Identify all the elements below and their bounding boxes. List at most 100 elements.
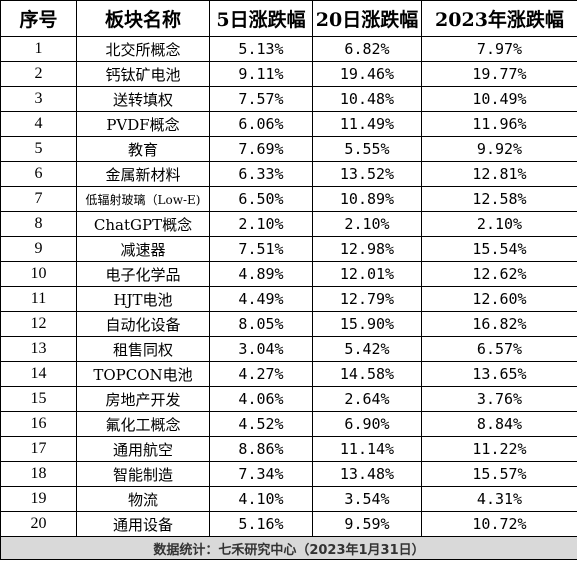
change-2023-cell: 4.31%	[421, 486, 577, 512]
table-body: 1 北交所概念 5.13% 6.82% 7.97% 2 钙钛矿电池 9.11% 19.46% 19…	[0, 36, 577, 537]
change-2023-cell: 12.60%	[421, 286, 577, 312]
table-row: 20 通用设备 5.16% 9.59% 10.72%	[0, 511, 577, 537]
table-row: 1 北交所概念 5.13% 6.82% 7.97%	[0, 36, 577, 62]
change-20day-cell: 14.58%	[312, 361, 422, 387]
change-2023-cell: 13.65%	[421, 361, 577, 387]
row-index-cell: 7	[0, 186, 77, 212]
header-index: 序号	[0, 0, 77, 37]
change-5day-cell: 2.10%	[209, 211, 313, 237]
footer-row: 数据统计：七禾研究中心（2023年1月31日）	[0, 536, 577, 560]
change-2023-cell: 19.77%	[421, 61, 577, 87]
sector-name-cell: 房地产开发	[76, 386, 210, 412]
sector-name-cell: 通用航空	[76, 436, 210, 462]
row-index-cell: 11	[0, 286, 77, 312]
change-20day-cell: 13.52%	[312, 161, 422, 187]
row-index-cell: 14	[0, 361, 77, 387]
sector-name-cell: 电子化学品	[76, 261, 210, 287]
change-20day-cell: 13.48%	[312, 461, 422, 487]
sector-name-cell: 教育	[76, 136, 210, 162]
table-row: 4 PVDF概念 6.06% 11.49% 11.96%	[0, 111, 577, 137]
table-row: 17 通用航空 8.86% 11.14% 11.22%	[0, 436, 577, 462]
row-index-cell: 3	[0, 86, 77, 112]
change-20day-cell: 3.54%	[312, 486, 422, 512]
table-row: 8 ChatGPT概念 2.10% 2.10% 2.10%	[0, 211, 577, 237]
row-index-cell: 4	[0, 111, 77, 137]
row-index-cell: 13	[0, 336, 77, 362]
row-index-cell: 6	[0, 161, 77, 187]
table-row: 9 减速器 7.51% 12.98% 15.54%	[0, 236, 577, 262]
change-20day-cell: 2.10%	[312, 211, 422, 237]
change-20day-cell: 10.48%	[312, 86, 422, 112]
sector-name-cell: ChatGPT概念	[76, 211, 210, 237]
sector-name-cell: 减速器	[76, 236, 210, 262]
row-index-cell: 8	[0, 211, 77, 237]
change-5day-cell: 5.13%	[209, 36, 313, 62]
row-index-cell: 17	[0, 436, 77, 462]
sector-name-cell: 钙钛矿电池	[76, 61, 210, 87]
row-index-cell: 16	[0, 411, 77, 437]
table-row: 19 物流 4.10% 3.54% 4.31%	[0, 486, 577, 512]
sector-name-cell: 智能制造	[76, 461, 210, 487]
row-index-cell: 2	[0, 61, 77, 87]
sector-name-cell: PVDF概念	[76, 111, 210, 137]
change-5day-cell: 4.49%	[209, 286, 313, 312]
row-index-cell: 19	[0, 486, 77, 512]
row-index-cell: 12	[0, 311, 77, 337]
change-2023-cell: 10.72%	[421, 511, 577, 537]
sector-name-cell: 物流	[76, 486, 210, 512]
sector-name-cell: 通用设备	[76, 511, 210, 537]
change-2023-cell: 15.54%	[421, 236, 577, 262]
header-20day-change: 20日涨跌幅	[312, 0, 422, 37]
change-20day-cell: 12.79%	[312, 286, 422, 312]
change-2023-cell: 12.81%	[421, 161, 577, 187]
change-20day-cell: 10.89%	[312, 186, 422, 212]
header-sector-name: 板块名称	[76, 0, 210, 37]
change-5day-cell: 4.27%	[209, 361, 313, 387]
change-2023-cell: 12.58%	[421, 186, 577, 212]
change-20day-cell: 5.42%	[312, 336, 422, 362]
table-row: 6 金属新材料 6.33% 13.52% 12.81%	[0, 161, 577, 187]
change-2023-cell: 15.57%	[421, 461, 577, 487]
table-row: 15 房地产开发 4.06% 2.64% 3.76%	[0, 386, 577, 412]
sector-name-cell: 氟化工概念	[76, 411, 210, 437]
sector-name-cell: 金属新材料	[76, 161, 210, 187]
change-5day-cell: 7.34%	[209, 461, 313, 487]
change-2023-cell: 8.84%	[421, 411, 577, 437]
change-2023-cell: 10.49%	[421, 86, 577, 112]
change-2023-cell: 11.96%	[421, 111, 577, 137]
row-index-cell: 10	[0, 261, 77, 287]
change-2023-cell: 12.62%	[421, 261, 577, 287]
change-20day-cell: 9.59%	[312, 511, 422, 537]
change-5day-cell: 4.06%	[209, 386, 313, 412]
change-2023-cell: 3.76%	[421, 386, 577, 412]
sector-name-cell: TOPCON电池	[76, 361, 210, 387]
change-20day-cell: 19.46%	[312, 61, 422, 87]
change-5day-cell: 4.10%	[209, 486, 313, 512]
change-2023-cell: 11.22%	[421, 436, 577, 462]
change-5day-cell: 6.33%	[209, 161, 313, 187]
table-row: 16 氟化工概念 4.52% 6.90% 8.84%	[0, 411, 577, 437]
sector-name-cell: 低辐射玻璃（Low-E)	[76, 186, 210, 212]
header-5day-change: 5日涨跌幅	[209, 0, 313, 37]
change-20day-cell: 2.64%	[312, 386, 422, 412]
sector-name-cell: 北交所概念	[76, 36, 210, 62]
table-row: 2 钙钛矿电池 9.11% 19.46% 19.77%	[0, 61, 577, 87]
change-2023-cell: 6.57%	[421, 336, 577, 362]
change-2023-cell: 2.10%	[421, 211, 577, 237]
change-5day-cell: 6.06%	[209, 111, 313, 137]
change-5day-cell: 7.51%	[209, 236, 313, 262]
table-row: 10 电子化学品 4.89% 12.01% 12.62%	[0, 261, 577, 287]
row-index-cell: 1	[0, 36, 77, 62]
change-5day-cell: 9.11%	[209, 61, 313, 87]
change-20day-cell: 11.49%	[312, 111, 422, 137]
table-row: 13 租售同权 3.04% 5.42% 6.57%	[0, 336, 577, 362]
table-row: 11 HJT电池 4.49% 12.79% 12.60%	[0, 286, 577, 312]
change-5day-cell: 8.05%	[209, 311, 313, 337]
change-2023-cell: 7.97%	[421, 36, 577, 62]
table-row: 18 智能制造 7.34% 13.48% 15.57%	[0, 461, 577, 487]
sector-name-cell: 送转填权	[76, 86, 210, 112]
change-20day-cell: 15.90%	[312, 311, 422, 337]
change-5day-cell: 7.57%	[209, 86, 313, 112]
table-row: 12 自动化设备 8.05% 15.90% 16.82%	[0, 311, 577, 337]
